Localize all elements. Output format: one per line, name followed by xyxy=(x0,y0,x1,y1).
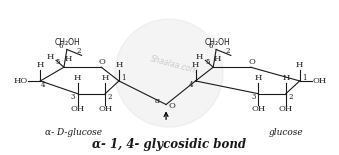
Text: 1: 1 xyxy=(122,74,126,82)
Text: CH₂OH: CH₂OH xyxy=(204,38,230,47)
Text: Shaalaa.com: Shaalaa.com xyxy=(149,55,199,76)
Text: H: H xyxy=(37,61,44,69)
Text: 5: 5 xyxy=(56,58,60,66)
Text: OH: OH xyxy=(98,105,112,113)
Text: 1: 1 xyxy=(302,74,307,82)
Text: OH: OH xyxy=(279,105,293,113)
Text: α- 1, 4- glycosidic bond: α- 1, 4- glycosidic bond xyxy=(92,138,246,151)
Text: H: H xyxy=(214,55,221,63)
Text: O: O xyxy=(168,102,175,111)
Text: 6: 6 xyxy=(208,42,213,50)
Text: glucose: glucose xyxy=(268,128,303,137)
Text: OH: OH xyxy=(312,77,326,85)
Text: 2: 2 xyxy=(76,47,81,55)
Text: OH: OH xyxy=(251,105,265,113)
Text: 5: 5 xyxy=(205,58,210,66)
Text: H: H xyxy=(282,74,290,82)
Text: 4: 4 xyxy=(188,81,193,89)
Text: HO: HO xyxy=(14,77,28,85)
Text: H: H xyxy=(115,61,123,69)
Text: CH₂OH: CH₂OH xyxy=(55,38,81,47)
Text: H: H xyxy=(74,74,81,82)
Text: H: H xyxy=(192,61,199,69)
Text: H: H xyxy=(296,61,303,69)
Text: O: O xyxy=(248,58,255,66)
Text: H: H xyxy=(255,74,262,82)
Text: OH: OH xyxy=(71,105,85,113)
Circle shape xyxy=(115,19,223,127)
Text: 3: 3 xyxy=(71,93,75,101)
Text: α: α xyxy=(155,97,160,105)
Text: H: H xyxy=(46,53,54,61)
Text: H: H xyxy=(196,53,203,61)
Text: 2: 2 xyxy=(288,93,293,101)
Text: H: H xyxy=(101,74,109,82)
Text: O: O xyxy=(99,58,106,66)
Text: 2: 2 xyxy=(108,93,112,101)
Text: 6: 6 xyxy=(59,42,63,50)
Text: 3: 3 xyxy=(251,93,256,101)
Text: 2: 2 xyxy=(226,47,230,55)
Text: 4: 4 xyxy=(41,81,45,89)
Text: α- D-glucose: α- D-glucose xyxy=(45,128,102,137)
Text: H: H xyxy=(64,55,72,63)
